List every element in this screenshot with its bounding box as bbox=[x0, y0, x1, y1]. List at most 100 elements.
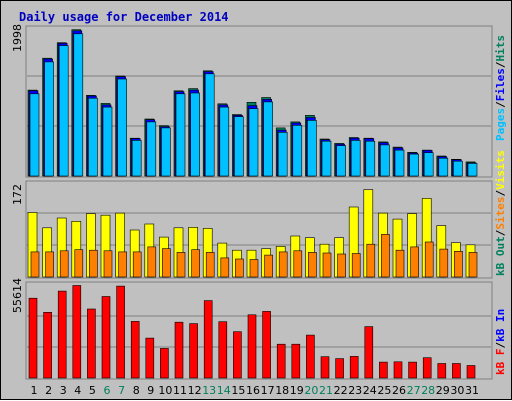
sites-bar-16 bbox=[249, 259, 259, 278]
day-label-8: 8 bbox=[133, 384, 140, 397]
kb-f-bar-14 bbox=[218, 321, 228, 379]
kb-f-bar-20 bbox=[306, 334, 315, 379]
kb-f-bar-24 bbox=[364, 326, 374, 379]
sites-bar-13 bbox=[205, 252, 215, 278]
svg-text:kB F/kB In: kB F/kB In bbox=[494, 309, 507, 375]
day-label-4: 4 bbox=[74, 384, 81, 397]
sites-bar-22 bbox=[337, 253, 346, 278]
pages-bar-17 bbox=[263, 101, 273, 177]
day-label-12: 12 bbox=[188, 384, 202, 397]
sites-bar-27 bbox=[410, 246, 419, 278]
pages-bar-21 bbox=[321, 140, 332, 177]
day-label-7: 7 bbox=[118, 384, 125, 397]
sites-bar-7 bbox=[118, 251, 127, 278]
kb-f-bar-12 bbox=[189, 323, 198, 379]
pages-bar-28 bbox=[423, 152, 434, 177]
kb-f-bar-2 bbox=[43, 311, 52, 379]
sites-bar-17 bbox=[264, 254, 273, 278]
kb-f-bar-6 bbox=[101, 296, 111, 379]
bottom-ymax-label: 55614 bbox=[11, 278, 24, 313]
chart-title: Daily usage for December 2014 bbox=[19, 10, 229, 24]
pages-bar-1 bbox=[29, 93, 40, 177]
kb-f-bar-31 bbox=[466, 365, 476, 379]
pages-bar-8 bbox=[131, 140, 142, 177]
legend-kb-in: kB In bbox=[494, 309, 507, 342]
day-label-9: 9 bbox=[147, 384, 154, 397]
pages-bar-29 bbox=[438, 157, 449, 177]
kb-f-bar-8 bbox=[130, 321, 140, 379]
middle-legend: kB Out/Sites/Visits bbox=[494, 150, 507, 276]
day-label-3: 3 bbox=[60, 384, 67, 397]
sites-bar-29 bbox=[439, 248, 449, 278]
pages-bar-22 bbox=[336, 145, 346, 177]
sites-bar-4 bbox=[74, 249, 84, 278]
kb-f-bar-10 bbox=[160, 348, 169, 379]
kb-f-bar-11 bbox=[174, 321, 184, 379]
legend-kb-out: kB Out bbox=[494, 236, 507, 276]
sites-bar-5 bbox=[89, 249, 98, 278]
kb-f-bar-19 bbox=[291, 343, 301, 379]
sites-bar-12 bbox=[191, 249, 200, 278]
sites-bar-18 bbox=[278, 251, 288, 278]
day-label-29: 29 bbox=[436, 384, 450, 397]
pages-bar-11 bbox=[175, 93, 186, 177]
kb-f-bar-1 bbox=[28, 297, 38, 379]
day-label-22: 22 bbox=[334, 384, 348, 397]
svg-text:kB Out/Sites/Visits: kB Out/Sites/Visits bbox=[494, 150, 507, 276]
svg-text:Pages/Files/Hits: Pages/Files/Hits bbox=[494, 35, 507, 141]
sites-bar-6 bbox=[103, 250, 113, 278]
bottom-legend: kB F/kB In bbox=[494, 309, 507, 375]
kb-f-bar-29 bbox=[437, 363, 447, 379]
sites-bar-10 bbox=[162, 248, 171, 278]
sites-bar-28 bbox=[424, 241, 434, 278]
day-label-21: 21 bbox=[319, 384, 333, 397]
pages-bar-3 bbox=[58, 45, 69, 177]
day-label-19: 19 bbox=[290, 384, 304, 397]
day-label-18: 18 bbox=[275, 384, 289, 397]
legend-visits: Visits bbox=[494, 150, 507, 190]
kb-f-bar-23 bbox=[349, 356, 359, 379]
kb-f-bar-22 bbox=[335, 358, 344, 379]
pages-bar-18 bbox=[277, 132, 288, 177]
day-label-23: 23 bbox=[348, 384, 362, 397]
legend-sites: Sites bbox=[494, 197, 507, 230]
day-label-10: 10 bbox=[158, 384, 172, 397]
sites-bar-9 bbox=[147, 246, 157, 278]
sites-bar-26 bbox=[395, 249, 405, 278]
day-label-17: 17 bbox=[261, 384, 275, 397]
bottom-panel bbox=[25, 281, 493, 380]
day-label-5: 5 bbox=[89, 384, 96, 397]
sites-bar-25 bbox=[381, 234, 390, 278]
pages-bar-9 bbox=[146, 121, 157, 177]
kb-f-bar-15 bbox=[233, 331, 242, 379]
pages-bar-31 bbox=[467, 163, 478, 177]
middle-ymax-label: 172 bbox=[11, 184, 24, 205]
kb-f-bar-4 bbox=[72, 285, 82, 379]
pages-bar-14 bbox=[219, 106, 230, 177]
kb-f-bar-30 bbox=[452, 363, 461, 379]
pages-bar-27 bbox=[409, 153, 419, 177]
day-axis: 1 2 3 4 5 6 7 8 9 10 11 12 13 14 15 16 17 18 19 20 21 22 23 24 2… bbox=[31, 384, 480, 397]
day-label-31: 31 bbox=[465, 384, 479, 397]
day-label-11: 11 bbox=[173, 384, 187, 397]
day-label-2: 2 bbox=[45, 384, 52, 397]
sites-bar-31 bbox=[468, 252, 478, 278]
sites-bar-15 bbox=[235, 258, 244, 278]
sites-bar-24 bbox=[366, 243, 376, 278]
day-label-26: 26 bbox=[392, 384, 406, 397]
pages-bar-12 bbox=[190, 92, 200, 177]
kb-f-bar-17 bbox=[262, 311, 271, 379]
sites-bar-23 bbox=[351, 253, 361, 278]
kb-f-bar-27 bbox=[408, 361, 417, 379]
top-legend: Pages/Files/Hits bbox=[494, 35, 507, 141]
kb-f-bar-9 bbox=[145, 337, 155, 379]
pages-bar-13 bbox=[204, 73, 215, 177]
pages-bar-16 bbox=[248, 108, 259, 177]
pages-bar-25 bbox=[380, 144, 390, 177]
pages-bar-7 bbox=[117, 78, 127, 177]
kb-f-bar-13 bbox=[203, 300, 213, 379]
day-label-13: 13 bbox=[202, 384, 216, 397]
pages-bar-15 bbox=[234, 116, 244, 177]
kb-f-bar-26 bbox=[393, 361, 403, 379]
day-label-27: 27 bbox=[407, 384, 421, 397]
